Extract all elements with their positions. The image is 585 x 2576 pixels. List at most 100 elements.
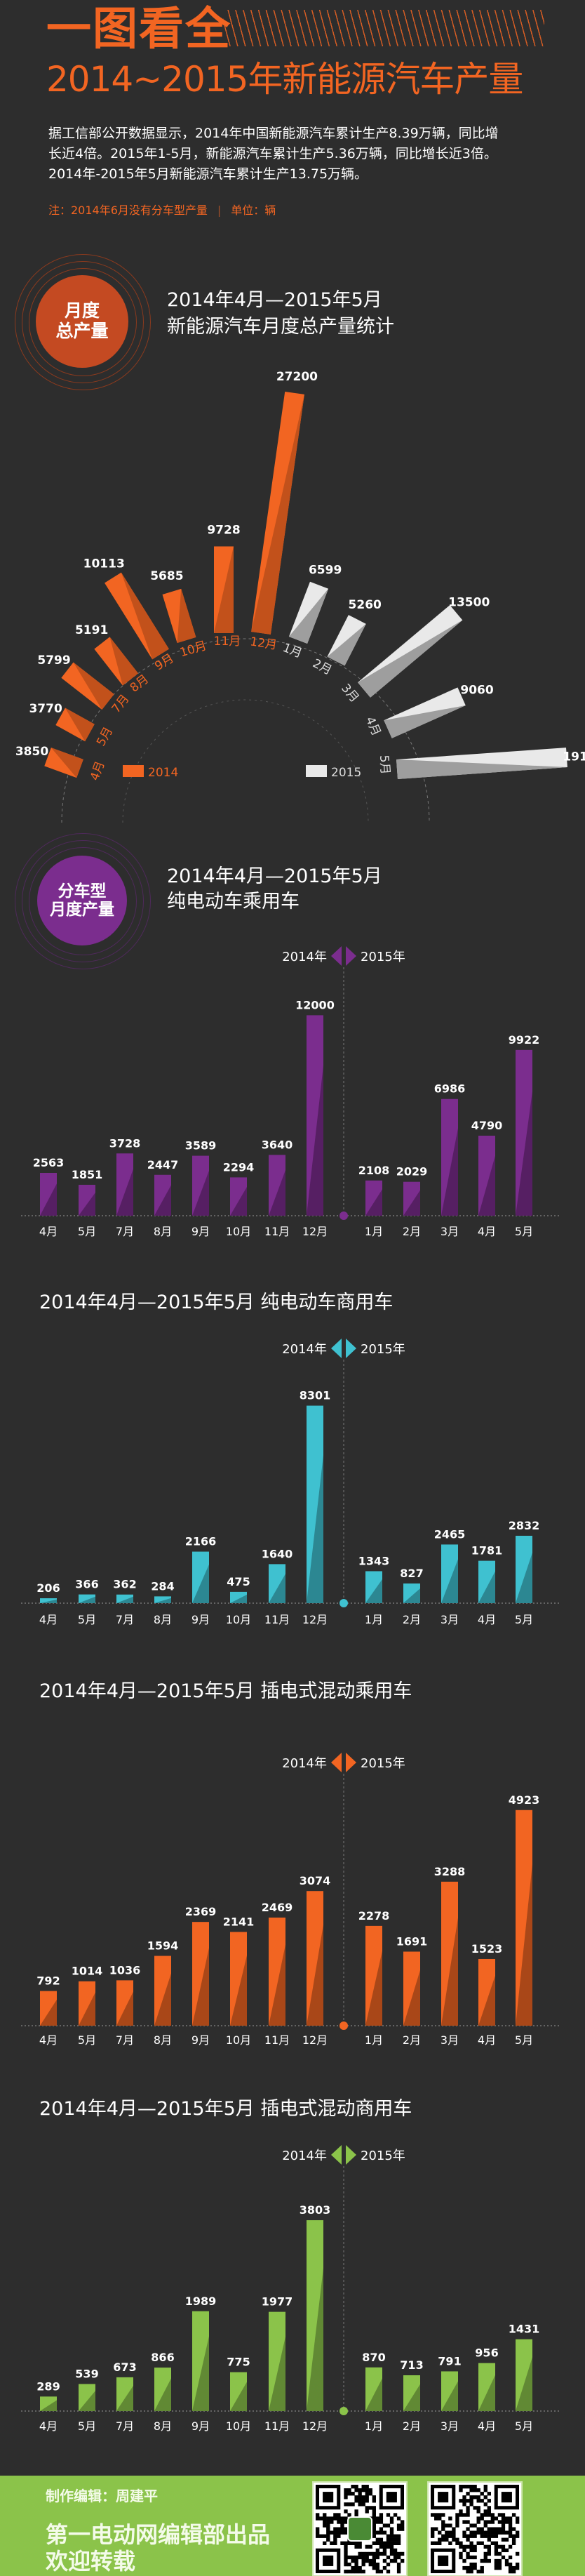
chart-title: 2014年4月—2015年5月 (167, 865, 382, 887)
radial-bar-shade (73, 662, 114, 710)
bar-shade (269, 1944, 285, 2026)
month-label: 10月 (226, 2033, 251, 2047)
bar-value-label: 1594 (147, 1939, 179, 1953)
arrow-left-icon (331, 1339, 342, 1358)
arrow-left-icon (331, 946, 342, 966)
bar (269, 2311, 285, 2411)
arrow-left-icon (331, 2145, 342, 2165)
radial-value-label: 3770 (29, 702, 62, 716)
month-label: 3月 (441, 1225, 459, 1238)
bar (79, 2384, 95, 2411)
bar (116, 1594, 133, 1603)
bar-value-label: 1343 (358, 1554, 390, 1567)
radial-value-label: 19100 (563, 750, 585, 764)
radial-month-label: 5月 (377, 755, 392, 775)
radial-bar (214, 546, 234, 633)
bar (230, 1591, 247, 1603)
bar-shade (307, 1925, 323, 2026)
arrow-right-icon (346, 1753, 356, 1772)
arrow-right-icon (346, 946, 356, 966)
radial-month-label: 4月 (363, 715, 384, 738)
radial-month-label: 3月 (338, 682, 361, 705)
bar-value-label: 12000 (295, 998, 335, 1011)
bar-value-label: 206 (36, 1581, 60, 1595)
legend-2014: 2014年 (282, 2149, 327, 2163)
bar (307, 1891, 323, 2026)
radial-value-label: 9728 (207, 523, 240, 537)
bar-shade (365, 1189, 382, 1216)
bar-value-label: 2465 (434, 1527, 466, 1541)
bar-value-label: 3803 (300, 2203, 331, 2217)
bar (516, 2339, 532, 2411)
bar-shade (516, 2357, 532, 2411)
bar-shade (116, 1596, 133, 1603)
arrow-right-icon (346, 2145, 356, 2165)
bar (307, 2220, 323, 2411)
bar (116, 1980, 133, 2026)
badge-text: 总产量 (55, 321, 109, 341)
month-label: 11月 (264, 2419, 290, 2433)
month-label: 8月 (154, 1613, 172, 1626)
bar-shade (478, 1975, 495, 2026)
month-label: 7月 (116, 1613, 134, 1626)
radial-month-label: 1月 (281, 641, 304, 661)
badge-text: 分车型 (58, 882, 107, 901)
month-label: 4月 (39, 1613, 58, 1626)
section-badge-by-type: 分车型 月度产量 (37, 856, 127, 945)
bar-shade (154, 1973, 171, 2026)
radial-value-label: 9060 (460, 683, 493, 697)
bar-shade (40, 1999, 57, 2026)
bar (403, 1181, 420, 1216)
legend-2015: 2015年 (361, 1756, 405, 1771)
bar-shade (478, 1571, 495, 1603)
bar (516, 1049, 532, 1216)
badge-ring (29, 268, 137, 376)
bar-shade (441, 1559, 458, 1603)
radial-bar (251, 391, 304, 635)
bar-shade (516, 1864, 532, 2026)
month-label: 1月 (365, 2033, 383, 2047)
bar (441, 2371, 458, 2411)
month-label: 5月 (515, 2033, 533, 2047)
bar (230, 1932, 247, 2026)
bar (365, 1925, 382, 2026)
bar-value-label: 2294 (223, 1160, 255, 1174)
radial-bar-shade (384, 705, 466, 738)
bar-shade (365, 2378, 382, 2411)
month-label: 4月 (39, 1225, 58, 1238)
month-label: 12月 (302, 2033, 328, 2047)
bar-value-label: 289 (36, 2379, 60, 2393)
infographic-title: 2014~2015年新能源汽车产量 (46, 59, 523, 100)
bar-value-label: 2369 (185, 1905, 217, 1918)
month-label: 4月 (39, 2419, 58, 2433)
bar-shade (230, 1187, 247, 1216)
qr-code (427, 2481, 523, 2576)
bar-shade (154, 2378, 171, 2411)
month-label: 5月 (78, 2419, 96, 2433)
month-label: 10月 (226, 2419, 251, 2433)
bar-value-label: 2278 (358, 1909, 390, 1923)
radial-bar (61, 662, 114, 710)
radial-value-label: 3850 (15, 745, 48, 759)
bar-shade (154, 1185, 171, 1216)
bar-value-label: 3589 (185, 1139, 217, 1153)
bar-shade (79, 1596, 95, 1603)
radial-bar-shade (51, 748, 83, 778)
radial-bar-shade (65, 708, 95, 742)
month-label: 5月 (515, 1613, 533, 1626)
bar-shade (403, 2384, 420, 2411)
bar (154, 1174, 171, 1216)
bar (40, 2396, 57, 2411)
month-label: 3月 (441, 1613, 459, 1626)
bar-value-label: 673 (113, 2361, 136, 2374)
radial-value-label: 5685 (150, 569, 183, 583)
bar-value-label: 284 (151, 1579, 174, 1593)
bar-shade (403, 1970, 420, 2026)
radial-bar (94, 637, 139, 686)
bar-shade (40, 1599, 57, 1603)
bar-value-label: 1640 (262, 1547, 293, 1560)
month-label: 7月 (116, 2033, 134, 2047)
bar (40, 1598, 57, 1603)
bar-value-label: 2832 (509, 1519, 540, 1532)
bar (192, 1551, 209, 1603)
